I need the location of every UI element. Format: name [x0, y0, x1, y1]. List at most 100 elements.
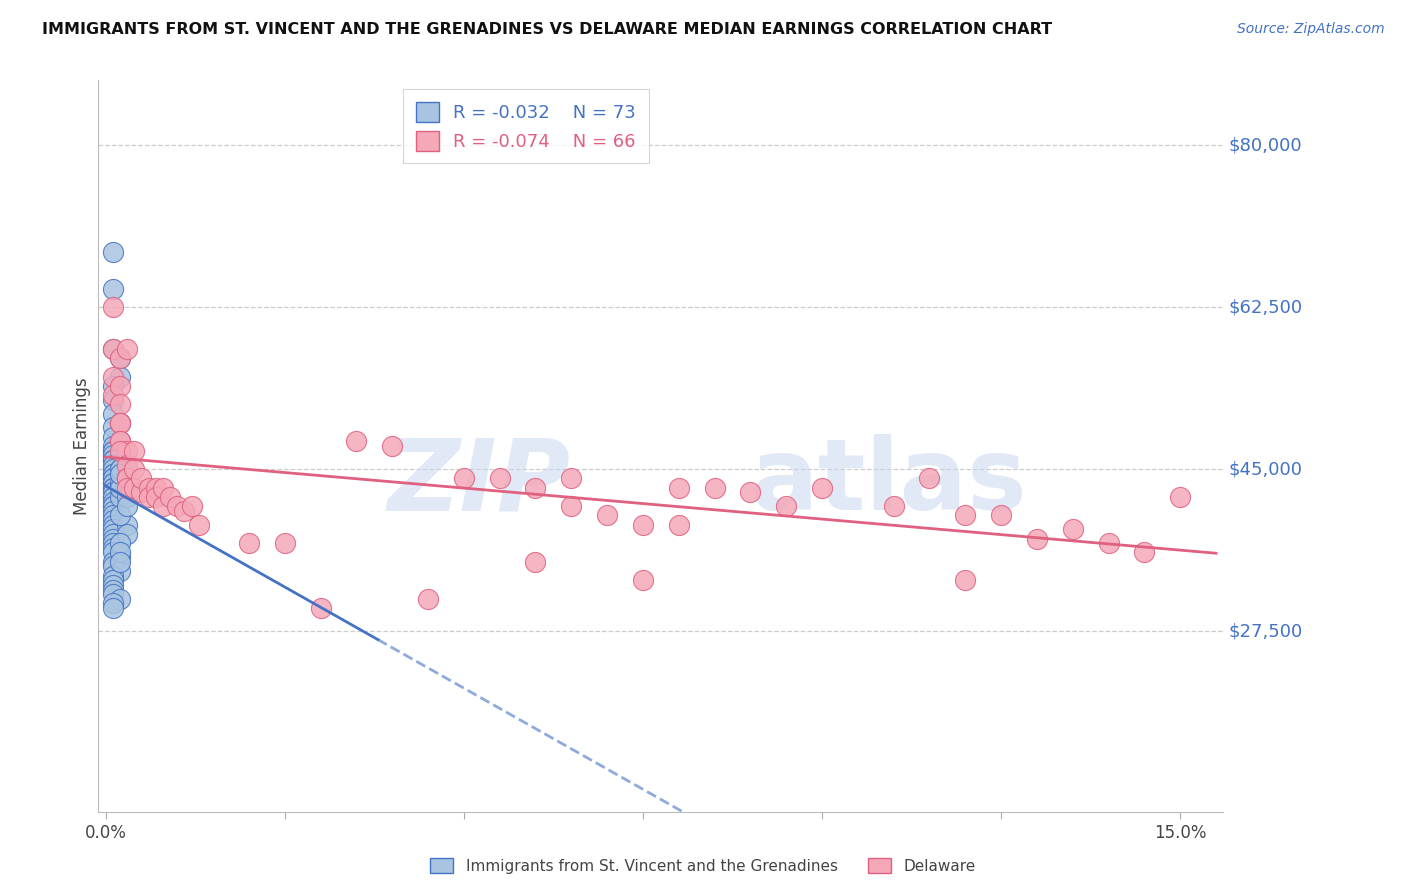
Point	[101, 430, 124, 444]
Point	[101, 545, 124, 559]
Point	[108, 476, 131, 491]
Point	[108, 443, 131, 458]
Text: IMMIGRANTS FROM ST. VINCENT AND THE GRENADINES VS DELAWARE MEDIAN EARNINGS CORRE: IMMIGRANTS FROM ST. VINCENT AND THE GREN…	[42, 22, 1052, 37]
Point	[273, 536, 295, 550]
Point	[101, 462, 124, 476]
Point	[122, 481, 145, 495]
Point	[108, 434, 131, 449]
Point	[131, 471, 153, 485]
Point	[166, 499, 188, 513]
Point	[115, 471, 138, 485]
Point	[115, 481, 138, 495]
Point	[101, 527, 124, 541]
Point	[238, 536, 260, 550]
Text: ZIP: ZIP	[388, 434, 571, 531]
Point	[115, 490, 138, 504]
Point	[108, 462, 131, 476]
Point	[131, 485, 153, 500]
Point	[1097, 536, 1119, 550]
Point	[101, 467, 124, 481]
Text: Source: ZipAtlas.com: Source: ZipAtlas.com	[1237, 22, 1385, 37]
Point	[101, 244, 124, 259]
Point	[811, 481, 834, 495]
Point	[108, 564, 131, 578]
Legend: Immigrants from St. Vincent and the Grenadines, Delaware: Immigrants from St. Vincent and the Gren…	[425, 852, 981, 880]
Point	[524, 481, 547, 495]
Point	[101, 443, 124, 458]
Point	[101, 420, 124, 434]
Point	[453, 471, 475, 485]
Point	[101, 536, 124, 550]
Point	[101, 458, 124, 472]
Point	[344, 434, 367, 449]
Point	[108, 490, 131, 504]
Point	[138, 481, 160, 495]
Y-axis label: Median Earnings: Median Earnings	[73, 377, 91, 515]
Point	[101, 596, 124, 610]
Point	[173, 504, 195, 518]
Point	[108, 536, 131, 550]
Text: $62,500: $62,500	[1229, 298, 1303, 316]
Point	[108, 443, 131, 458]
Point	[955, 574, 977, 588]
Point	[101, 453, 124, 467]
Point	[668, 517, 690, 532]
Point	[152, 499, 174, 513]
Point	[115, 499, 138, 513]
Point	[101, 443, 124, 458]
Point	[101, 467, 124, 481]
Point	[108, 416, 131, 430]
Point	[101, 541, 124, 555]
Point	[101, 578, 124, 592]
Point	[101, 481, 124, 495]
Point	[101, 513, 124, 527]
Point	[101, 490, 124, 504]
Legend: R = -0.032    N = 73, R = -0.074    N = 66: R = -0.032 N = 73, R = -0.074 N = 66	[404, 89, 648, 163]
Point	[1026, 532, 1049, 546]
Point	[108, 481, 131, 495]
Text: atlas: atlas	[751, 434, 1028, 531]
Point	[101, 559, 124, 574]
Point	[115, 517, 138, 532]
Point	[101, 555, 124, 569]
Point	[955, 508, 977, 523]
Point	[159, 490, 181, 504]
Point	[101, 471, 124, 485]
Point	[101, 388, 124, 402]
Point	[187, 517, 209, 532]
Point	[108, 591, 131, 606]
Point	[883, 499, 905, 513]
Point	[740, 485, 762, 500]
Point	[101, 504, 124, 518]
Point	[115, 471, 138, 485]
Point	[145, 481, 167, 495]
Point	[703, 481, 725, 495]
Point	[488, 471, 510, 485]
Point	[101, 342, 124, 356]
Point	[416, 591, 439, 606]
Point	[101, 369, 124, 384]
Point	[108, 416, 131, 430]
Point	[101, 342, 124, 356]
Point	[122, 443, 145, 458]
Point	[101, 481, 124, 495]
Point	[101, 499, 124, 513]
Point	[101, 379, 124, 393]
Point	[115, 443, 138, 458]
Point	[1062, 522, 1084, 536]
Point	[101, 568, 124, 582]
Point	[101, 453, 124, 467]
Point	[101, 587, 124, 601]
Point	[108, 416, 131, 430]
Point	[560, 499, 582, 513]
Point	[596, 508, 619, 523]
Point	[918, 471, 941, 485]
Point	[101, 392, 124, 407]
Point	[101, 517, 124, 532]
Point	[101, 476, 124, 491]
Point	[122, 462, 145, 476]
Point	[101, 522, 124, 536]
Point	[108, 555, 131, 569]
Point	[775, 499, 797, 513]
Point	[108, 351, 131, 365]
